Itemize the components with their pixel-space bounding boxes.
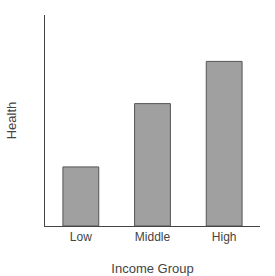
svg-text:Health: Health [4, 102, 19, 140]
svg-text:High: High [212, 230, 237, 244]
svg-text:Middle: Middle [135, 230, 171, 244]
svg-text:Low: Low [70, 230, 92, 244]
svg-text:Income Group: Income Group [111, 261, 193, 276]
